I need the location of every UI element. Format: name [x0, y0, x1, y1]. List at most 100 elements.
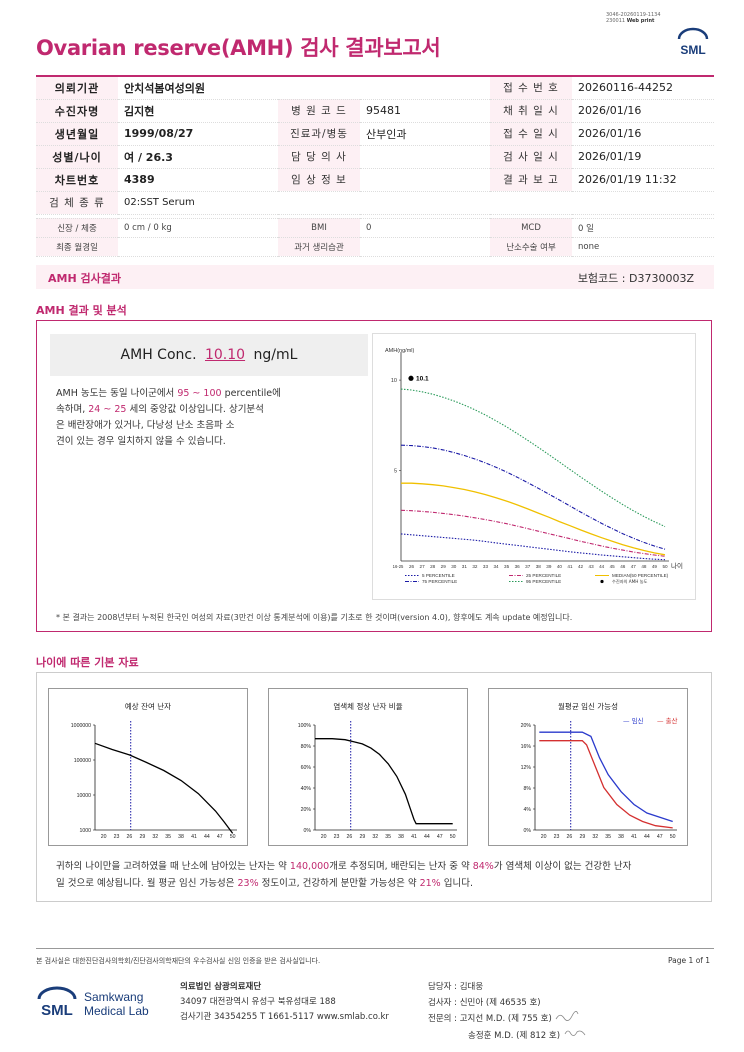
y-tick-label: 10000	[77, 793, 92, 799]
series-line	[539, 731, 673, 823]
x-tick-label: 38	[398, 834, 404, 840]
pregnancy-svg: 월평균 임신 가능성 0% 4% 8% 12% 16% 20% 20 23 26 29 32 35 38 4…	[521, 701, 678, 840]
y-tick-label: 60%	[301, 765, 312, 771]
info-label: 진료과/병동	[278, 122, 360, 146]
amh-conc-box: AMH Conc. 10.10 ng/mL	[50, 334, 368, 376]
pregnancy-chart: 월평균 임신 가능성 0% 4% 8% 12% 16% 20% 20 23 26 29 32 35 38 4…	[488, 688, 688, 846]
euploid-rate: 84%	[472, 861, 494, 872]
analysis-text-6: 견이 있는 경우 일치하지 않을 수 있습니다.	[56, 436, 226, 447]
insurance-code: 보험코드 : D3730003Z	[577, 272, 694, 285]
x-tick-label: 32	[472, 564, 478, 569]
amh-result-label: AMH 검사결과	[48, 272, 121, 285]
amh-conc-unit: ng/mL	[253, 347, 298, 363]
info-row: 생년월일 1999/08/27 진료과/병동 산부인과 접 수 일 시 2026/01/1…	[36, 122, 714, 146]
y-tick-label: 100%	[298, 723, 312, 729]
info-label: 접 수 일 시	[490, 122, 572, 146]
x-tick-label: 33	[483, 564, 489, 569]
summary-text-3: 가 염색체 이상이 없는 건강한 난자	[493, 861, 632, 872]
x-tick-label: 35	[165, 834, 171, 840]
info-label: 채 취 일 시	[490, 99, 572, 123]
lab-name-1: Samkwang	[84, 990, 143, 1004]
samkwang-logo-icon: SML Samkwang Medical Lab	[37, 986, 149, 1019]
info-value: 95481	[360, 99, 490, 123]
x-tick-label: 50	[670, 834, 676, 840]
info-label: 생년월일	[36, 122, 118, 146]
info-row: 성별/나이 여 / 26.3 담 당 의 사 검 사 일 시 2026/01/19	[36, 145, 714, 169]
x-tick-label: 40	[557, 564, 563, 569]
mini-chart-title: 염색체 정상 난자 비율	[333, 701, 402, 711]
org-contact: 검사기관 34354255 T 1661-5117 www.smlab.co.k…	[180, 1012, 389, 1022]
staff-doctor-2-text: 송정훈 M.D. (제 812 호)	[468, 1030, 561, 1041]
info-label: 차트번호	[36, 168, 118, 192]
info-small-row: 신장 / 체중 0 cm / 0 kg BMI 0 MCD 0 일	[36, 218, 714, 238]
x-tick-label: 44	[424, 834, 430, 840]
print-code-2: 230011	[606, 18, 626, 24]
info-value: 20260116-44252	[572, 76, 714, 100]
x-tick-label: 34	[493, 564, 499, 569]
analysis-text-4: 세의 중앙값 이상입니다. 상기분석	[126, 404, 264, 415]
analysis-footnote: * 본 결과는 2008년부터 누적된 한국인 여성의 자료(3만건 이상 통계…	[56, 613, 573, 622]
x-tick-label: 31	[462, 564, 468, 569]
basic-summary: 귀하의 나이만을 고려하였을 때 난소에 남아있는 난자는 약 140,000개…	[56, 858, 696, 892]
info-label: 검 사 일 시	[490, 145, 572, 169]
patient-marker	[408, 375, 414, 381]
info-value: 2026/01/16	[572, 99, 714, 123]
legend-label: 25 PERCENTILE	[526, 573, 561, 578]
info-value: 2026/01/19 11:32	[572, 168, 714, 192]
x-tick-label: 41	[411, 834, 417, 840]
specimen-value: 02:SST Serum	[118, 191, 714, 215]
oocyte-chart: 예상 잔여 난자 1000 10000 100000 1000000 20 23 26 29 32…	[48, 688, 248, 846]
series-line-5-percentile	[400, 533, 666, 561]
info-label: 담 당 의 사	[278, 145, 360, 169]
analysis-text-5: 은 배란장애가 있거나, 다낭성 난소 초음파 소	[56, 420, 235, 431]
x-tick-label: 44	[599, 564, 605, 569]
x-tick-label: 38	[178, 834, 184, 840]
x-tick-label: 41	[567, 564, 573, 569]
info-value	[360, 76, 490, 100]
series-line-25-percentile	[400, 509, 666, 557]
x-tick-label: 50	[230, 834, 236, 840]
print-code-line-1: 3046-20260119-1134	[606, 12, 661, 18]
staff-doctor-2: 송정훈 M.D. (제 812 호)	[428, 1028, 589, 1045]
info-value: 여 / 26.3	[118, 145, 278, 169]
x-tick-label: 36	[515, 564, 521, 569]
summary-text-5: 정도이고, 건강하게 분만할 가능성은 약	[258, 878, 420, 889]
x-tick-label: 44	[204, 834, 210, 840]
info-value: 김지현	[118, 99, 278, 123]
info-value	[360, 168, 490, 192]
staff-doctor-1: 전문의 : 고지선 M.D. (제 755 호)	[428, 1011, 589, 1028]
info-label: 결 과 보 고	[490, 168, 572, 192]
info-value: 0 cm / 0 kg	[118, 218, 278, 238]
oocyte-count: 140,000	[289, 861, 330, 872]
info-value: 0 일	[572, 218, 714, 238]
staff-tester: 검사자 : 신민아 (제 46535 호)	[428, 997, 541, 1008]
x-tick-label: 28	[430, 564, 436, 569]
patient-marker-label: 10.1	[416, 375, 429, 382]
x-tick-label: 32	[152, 834, 158, 840]
mini-chart-title: 예상 잔여 난자	[125, 701, 171, 711]
x-tick-label: 30	[451, 564, 457, 569]
series-line	[315, 738, 453, 825]
legend-label: MEDIAN(50 PERCENTILE)	[612, 573, 669, 578]
amh-conc-label: AMH Conc.	[120, 347, 197, 363]
legend-marker-label: 수진자의 AMH 농도	[612, 578, 648, 585]
analysis-text-1: AMH 농도는 동일 나이군에서	[56, 388, 178, 399]
x-tick-label: 38	[536, 564, 542, 569]
x-tick-label: 39	[546, 564, 552, 569]
info-label: 신장 / 체중	[36, 218, 118, 238]
info-value: 산부인과	[360, 122, 490, 146]
amh-result-bar: AMH 검사결과 보험코드 : D3730003Z	[36, 265, 714, 289]
x-tick-label: 20	[321, 834, 327, 840]
specimen-label: 검 체 종 류	[36, 191, 118, 215]
euploid-chart: 염색체 정상 난자 비율 0% 20% 40% 60% 80% 100% 20 23 26 29 32…	[268, 688, 468, 846]
info-label: 접 수 번 호	[490, 76, 572, 100]
x-tick-label: 42	[578, 564, 584, 569]
x-tick-label: 23	[554, 834, 560, 840]
y-tick-label: 100000	[74, 758, 91, 764]
staff-doctor-1-text: 전문의 : 고지선 M.D. (제 755 호)	[428, 1014, 552, 1024]
x-tick-label: 20	[541, 834, 547, 840]
x-tick-label: 41	[631, 834, 637, 840]
summary-text-4: 일 것으로 예상됩니다. 월 평균 임신 가능성은	[56, 878, 238, 889]
y-tick-label: 0%	[524, 828, 532, 834]
info-value: 1999/08/27	[118, 122, 278, 146]
